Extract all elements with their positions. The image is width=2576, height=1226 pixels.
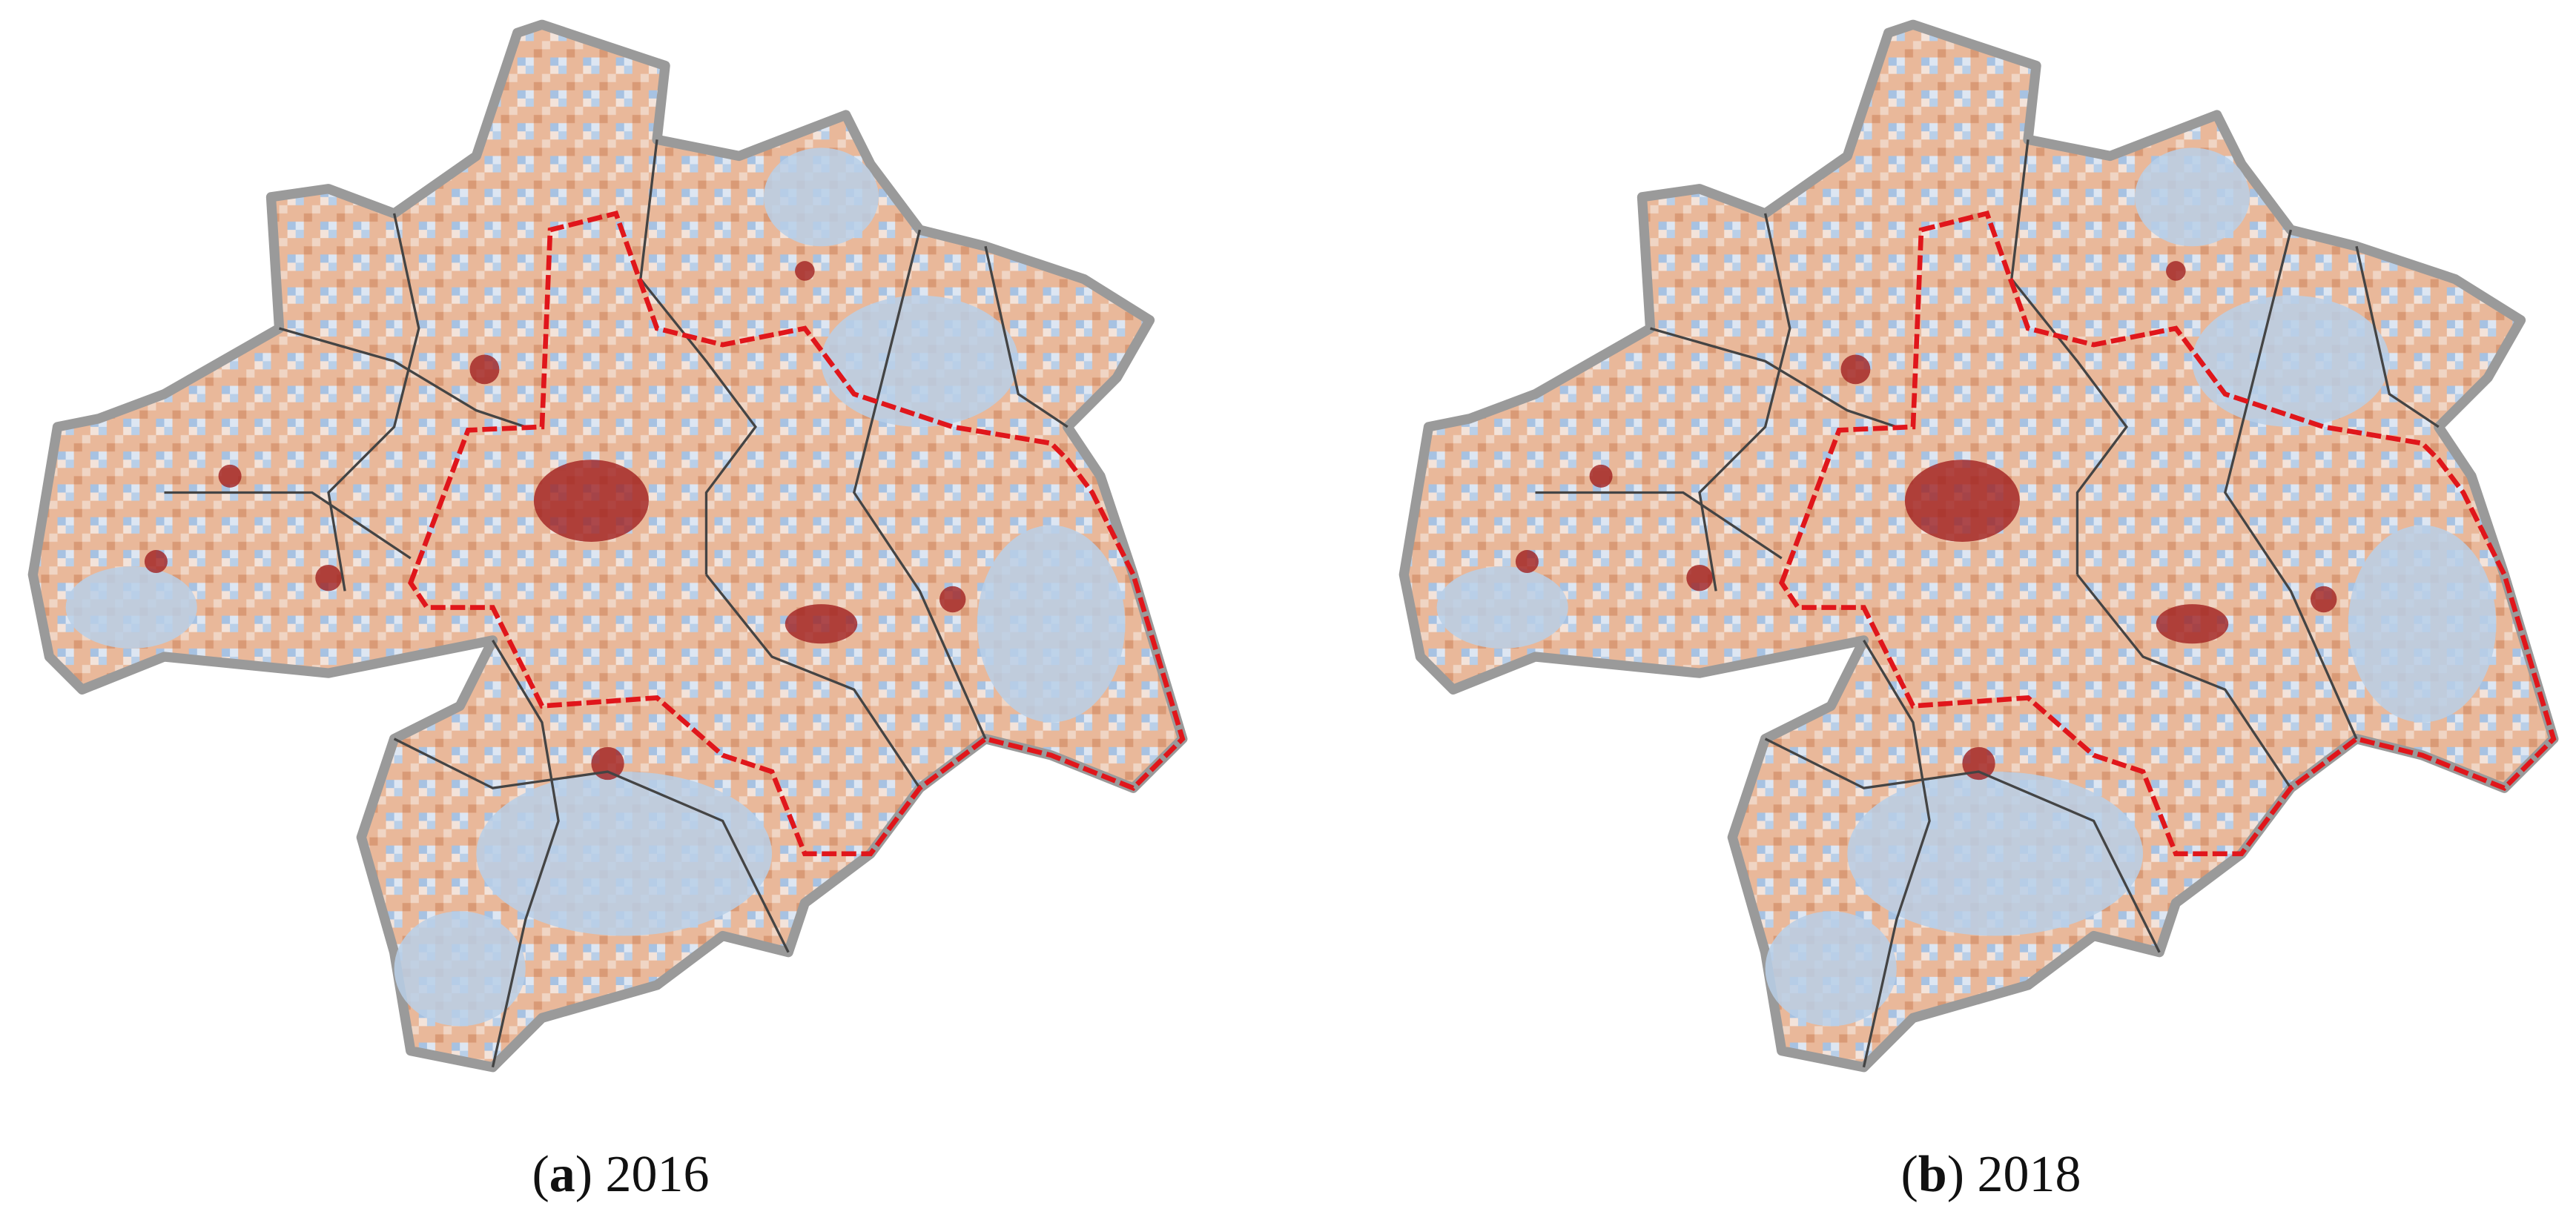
caption-prefix: ( xyxy=(1900,1146,1918,1203)
caption-prefix: ( xyxy=(532,1146,549,1203)
caption-letter: b xyxy=(1918,1146,1947,1203)
maps xyxy=(0,0,2576,1112)
map-a xyxy=(33,24,1182,1067)
caption-year: ) 2016 xyxy=(575,1146,710,1203)
map-b xyxy=(1404,24,2554,1067)
caption-letter: a xyxy=(549,1146,575,1203)
caption-year: ) 2018 xyxy=(1946,1146,2081,1203)
caption-a: (a) 2016 xyxy=(324,1145,917,1205)
caption-b: (b) 2018 xyxy=(1694,1145,2288,1205)
